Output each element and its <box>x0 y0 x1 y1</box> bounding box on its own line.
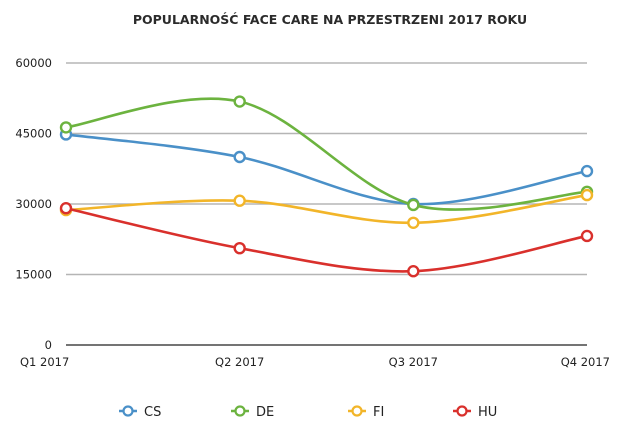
legend-item-hu[interactable]: HU <box>453 405 497 420</box>
legend-item-de[interactable]: DE <box>231 405 274 420</box>
series-hu <box>59 202 594 278</box>
x-tick-label: Q2 2017 <box>215 355 264 369</box>
series-de <box>59 95 594 212</box>
y-tick-label: 15000 <box>15 268 52 282</box>
legend-label: CS <box>144 405 161 420</box>
legend: CS DE FI HU <box>119 405 497 420</box>
legend-marker-icon <box>351 405 363 417</box>
legend-label: HU <box>478 405 497 420</box>
y-tick-label: 30000 <box>15 197 52 211</box>
series-lines <box>59 95 594 278</box>
y-tick-label: 45000 <box>15 127 52 141</box>
y-axis-ticks: 0 15000 30000 45000 60000 <box>15 56 52 352</box>
data-point-de[interactable] <box>407 198 420 212</box>
data-point-cs[interactable] <box>233 150 246 164</box>
legend-marker-icon <box>456 405 468 417</box>
y-tick-label: 0 <box>45 338 52 352</box>
series-line-hu <box>64 206 589 273</box>
x-tick-label: Q1 2017 <box>20 355 69 369</box>
legend-item-fi[interactable]: FI <box>348 405 384 420</box>
data-point-de[interactable] <box>59 121 73 134</box>
y-tick-label: 60000 <box>15 56 52 70</box>
chart-title: POPULARNOŚĆ FACE CARE NA PRZESTRZENI 201… <box>133 12 527 27</box>
x-axis-ticks: Q1 2017 Q2 2017 Q3 2017 Q4 2017 <box>20 355 610 369</box>
data-point-hu[interactable] <box>59 202 73 215</box>
data-point-fi[interactable] <box>233 194 246 207</box>
data-point-fi[interactable] <box>407 216 420 230</box>
series-line-cs <box>64 133 589 206</box>
x-tick-label: Q4 2017 <box>561 355 610 369</box>
series-cs <box>59 128 594 211</box>
data-point-de[interactable] <box>233 95 246 108</box>
legend-label: FI <box>373 405 384 420</box>
legend-marker-icon <box>122 405 134 417</box>
data-point-hu[interactable] <box>580 229 594 243</box>
legend-label: DE <box>256 405 274 420</box>
legend-marker-icon <box>234 405 246 417</box>
series-line-fi <box>64 193 589 225</box>
series-line-de <box>64 97 589 211</box>
data-point-fi[interactable] <box>580 188 594 202</box>
x-tick-label: Q3 2017 <box>389 355 438 369</box>
series-fi <box>59 188 594 230</box>
data-point-hu[interactable] <box>407 265 420 278</box>
data-point-hu[interactable] <box>233 241 246 255</box>
data-point-cs[interactable] <box>580 164 594 178</box>
legend-item-cs[interactable]: CS <box>119 405 161 420</box>
